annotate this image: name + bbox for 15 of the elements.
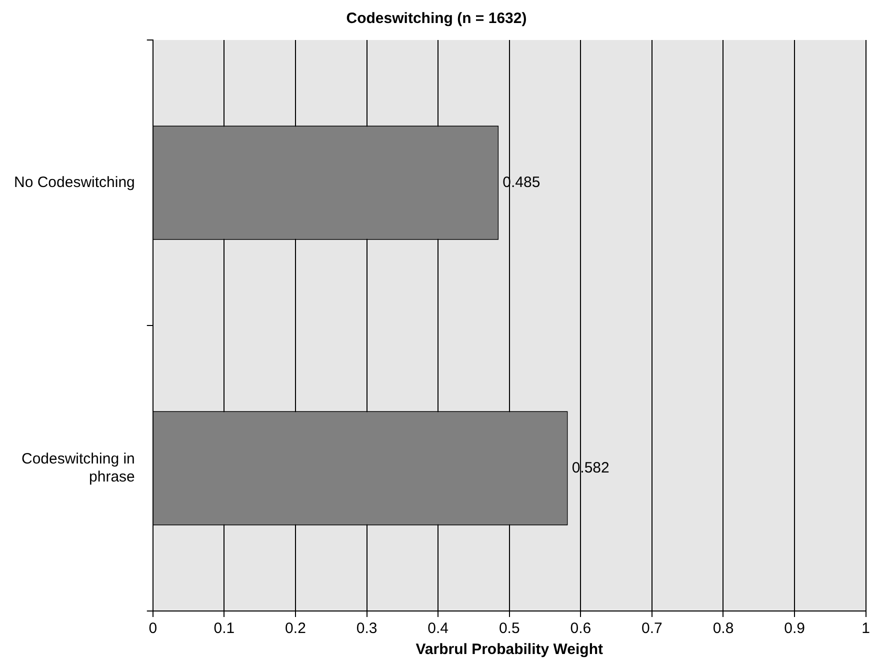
x-tick-label: 0.8 <box>712 620 734 638</box>
x-axis-title: Varbrul Probability Weight <box>416 641 603 658</box>
x-tick-label: 0.6 <box>570 620 592 638</box>
x-tick-label: 0.3 <box>356 620 378 638</box>
x-tick-label: 0.9 <box>784 620 805 638</box>
x-tick-label: 0.2 <box>285 620 306 638</box>
x-tick-label: 0.7 <box>642 620 662 638</box>
x-tick-label: 0.1 <box>214 620 235 638</box>
x-tick-label: 0.5 <box>498 620 520 638</box>
y-tick-label: Codeswitching in phrase <box>21 450 135 486</box>
y-tick-label: No Codeswitching <box>14 174 135 191</box>
x-tick-label: 0 <box>148 620 158 638</box>
chart-title: Codeswitching (n = 1632) <box>346 10 527 28</box>
x-tick-label: 1 <box>862 620 870 638</box>
x-tick-label: 0.4 <box>428 620 448 638</box>
